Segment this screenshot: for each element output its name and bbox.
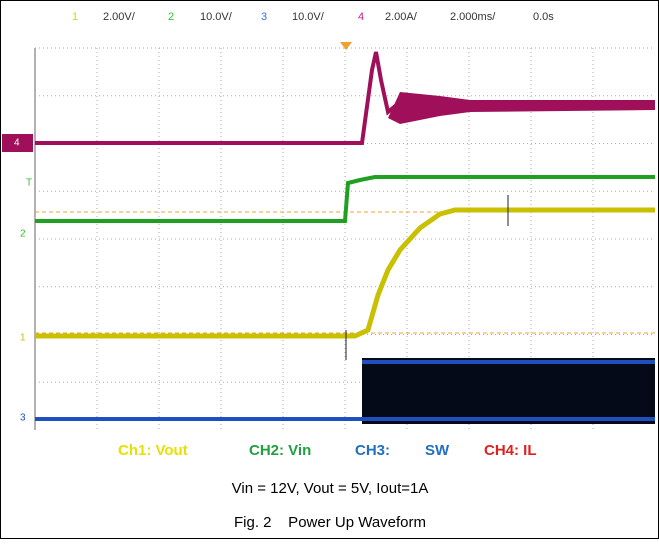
ch1-index: 1 xyxy=(72,11,78,23)
ch2-scale: 10.0V/ xyxy=(200,11,233,23)
ch4-index: 4 xyxy=(358,11,364,23)
legend-ch1: Ch1: Vout xyxy=(118,442,188,459)
ch2-index: 2 xyxy=(168,11,174,23)
ch4-marker-box xyxy=(2,134,33,152)
legend-ch4: CH4: IL xyxy=(484,442,537,459)
timebase: 2.000ms/ xyxy=(450,11,496,23)
ch3-scale: 10.0V/ xyxy=(292,11,325,23)
conditions: Vin = 12V, Vout = 5V, Iout=1A xyxy=(232,480,429,497)
ch1-scale: 2.00V/ xyxy=(103,11,136,23)
ch4-marker: 4 xyxy=(14,138,20,149)
ch3-index: 3 xyxy=(261,11,267,23)
ch3-switching xyxy=(362,358,655,424)
ch1-trace xyxy=(35,207,655,339)
ch3-marker: 3 xyxy=(20,413,26,424)
legend-sw: SW xyxy=(425,442,450,459)
ch1-marker: 1 xyxy=(20,333,26,344)
trigger-pos xyxy=(340,42,352,50)
ch2-trace xyxy=(35,175,655,223)
ch4-ripple xyxy=(388,92,655,124)
ch2-marker: 2 xyxy=(20,229,26,240)
legend-ch2: CH2: Vin xyxy=(249,442,311,459)
ch4-scale: 2.00A/ xyxy=(385,11,418,23)
screen xyxy=(34,42,655,430)
legend-ch3: CH3: xyxy=(355,442,390,459)
figure-caption: Fig. 2 Power Up Waveform xyxy=(234,514,426,531)
delay: 0.0s xyxy=(533,11,554,23)
trigger-marker: T xyxy=(26,178,32,189)
